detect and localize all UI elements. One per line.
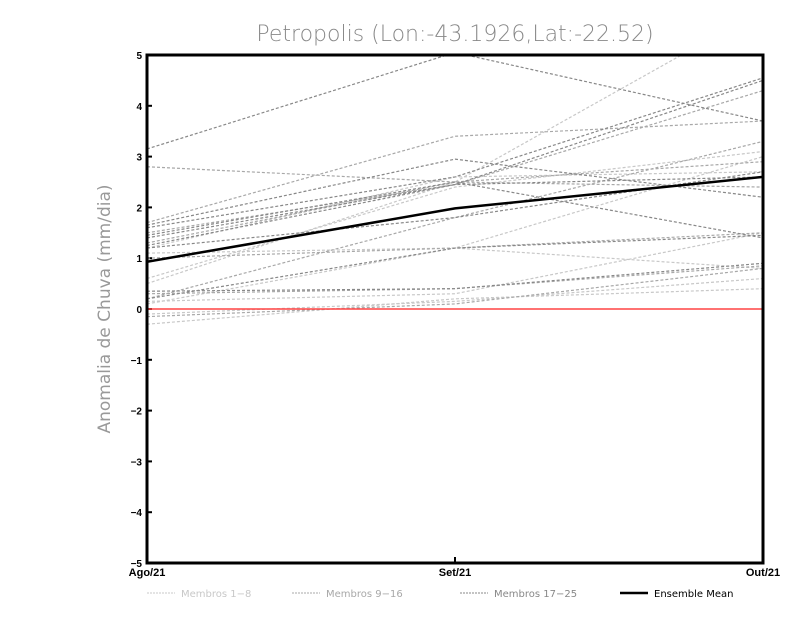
legend-label-group1: Membros 1−8 bbox=[181, 589, 251, 600]
x-tick-label: Out/21 bbox=[746, 567, 780, 579]
member-line-group2-8 bbox=[147, 267, 763, 318]
member-line-group2-1 bbox=[147, 166, 763, 188]
y-tick-label: 2 bbox=[136, 203, 142, 214]
member-line-group3-7 bbox=[147, 79, 763, 247]
member-line-group3-9 bbox=[147, 176, 763, 239]
plot-frame bbox=[145, 53, 765, 565]
y-tick-label: −2 bbox=[131, 407, 143, 418]
member-line-group3-6 bbox=[147, 262, 763, 292]
legend-label-group3: Membros 17−25 bbox=[494, 589, 577, 600]
x-tick-label: Set/21 bbox=[439, 567, 471, 579]
y-tick-label: −5 bbox=[131, 559, 143, 570]
member-line-group3-5 bbox=[147, 171, 763, 249]
ensemble-mean-line bbox=[147, 175, 763, 263]
y-tick-label: 1 bbox=[136, 254, 142, 265]
member-line-group1-4 bbox=[147, 288, 763, 325]
member-line-group1-6 bbox=[147, 247, 763, 269]
y-axis-label: Anomalia de Chuva (mm/dia) bbox=[95, 184, 115, 433]
member-line-group1-7 bbox=[147, 150, 763, 280]
member-line-group3-8 bbox=[147, 234, 763, 300]
y-tick-label: 3 bbox=[136, 153, 142, 164]
member-line-group1-2 bbox=[147, 156, 763, 305]
legend-label-ensemble-mean: Ensemble Mean bbox=[654, 589, 733, 600]
member-line-group1-1 bbox=[147, 55, 683, 285]
x-tick-label: Ago/21 bbox=[129, 567, 166, 579]
member-line-group3-4 bbox=[147, 181, 763, 239]
member-line-group2-5 bbox=[147, 232, 763, 259]
y-tick-label: −3 bbox=[131, 457, 143, 468]
y-tick-label: 0 bbox=[136, 305, 142, 316]
member-line-group1-8 bbox=[147, 277, 763, 315]
member-line-group2-6 bbox=[147, 265, 763, 295]
member-line-group3-1 bbox=[147, 55, 763, 150]
member-line-group3-3 bbox=[147, 77, 763, 229]
member-line-group2-2 bbox=[147, 120, 763, 224]
member-line-group1-5 bbox=[147, 232, 763, 302]
member-line-group3-2 bbox=[147, 158, 763, 226]
y-tick-label: 4 bbox=[136, 102, 142, 113]
y-tick-label: −4 bbox=[131, 508, 143, 519]
y-tick-label: −1 bbox=[131, 356, 143, 367]
member-line-group1-3 bbox=[147, 171, 763, 249]
y-tick-label: 5 bbox=[136, 51, 142, 62]
member-line-group2-3 bbox=[147, 140, 763, 300]
chart-title: Petropolis (Lon:-43.1926,Lat:-22.52) bbox=[256, 22, 653, 47]
legend-label-group2: Membros 9−16 bbox=[326, 589, 403, 600]
